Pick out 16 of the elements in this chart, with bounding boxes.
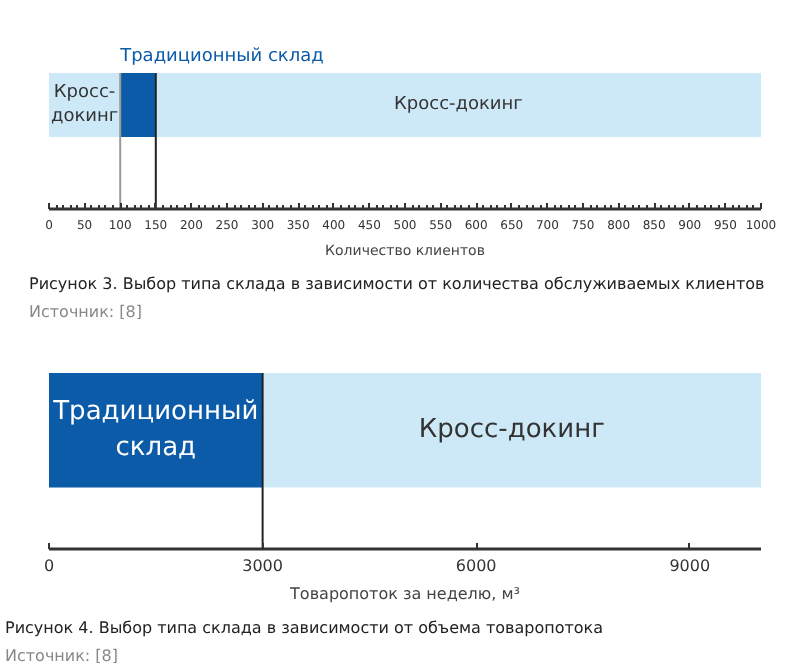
- series-label: Кросс-докинг: [394, 95, 524, 115]
- x-axis-title: Товаропоток за неделю, м³: [288, 585, 520, 603]
- text: Рисунок 4. Выбор типа склада в зависимости от объема товаропотока: [5, 619, 604, 637]
- x-tick-label: 9000: [669, 557, 711, 575]
- series-label: Кросс-докинг: [418, 415, 606, 446]
- series-label: Кросс-докинг: [50, 83, 119, 127]
- text: Источник: [8]: [5, 647, 118, 664]
- text: Источник: [8]: [29, 303, 142, 321]
- x-tick-label: 6000: [455, 557, 497, 575]
- bar: [120, 73, 156, 137]
- x-tick-label: 0: [43, 557, 55, 575]
- series-label: Традиционный склад: [51, 397, 259, 464]
- series-label: Традиционный склад: [118, 46, 324, 67]
- bar: [155, 73, 761, 137]
- text: Рисунок 3. Выбор типа склада в зависимости от количества обслуживаемых клиентов: [29, 275, 766, 293]
- x-tick-label: 3000: [242, 557, 283, 575]
